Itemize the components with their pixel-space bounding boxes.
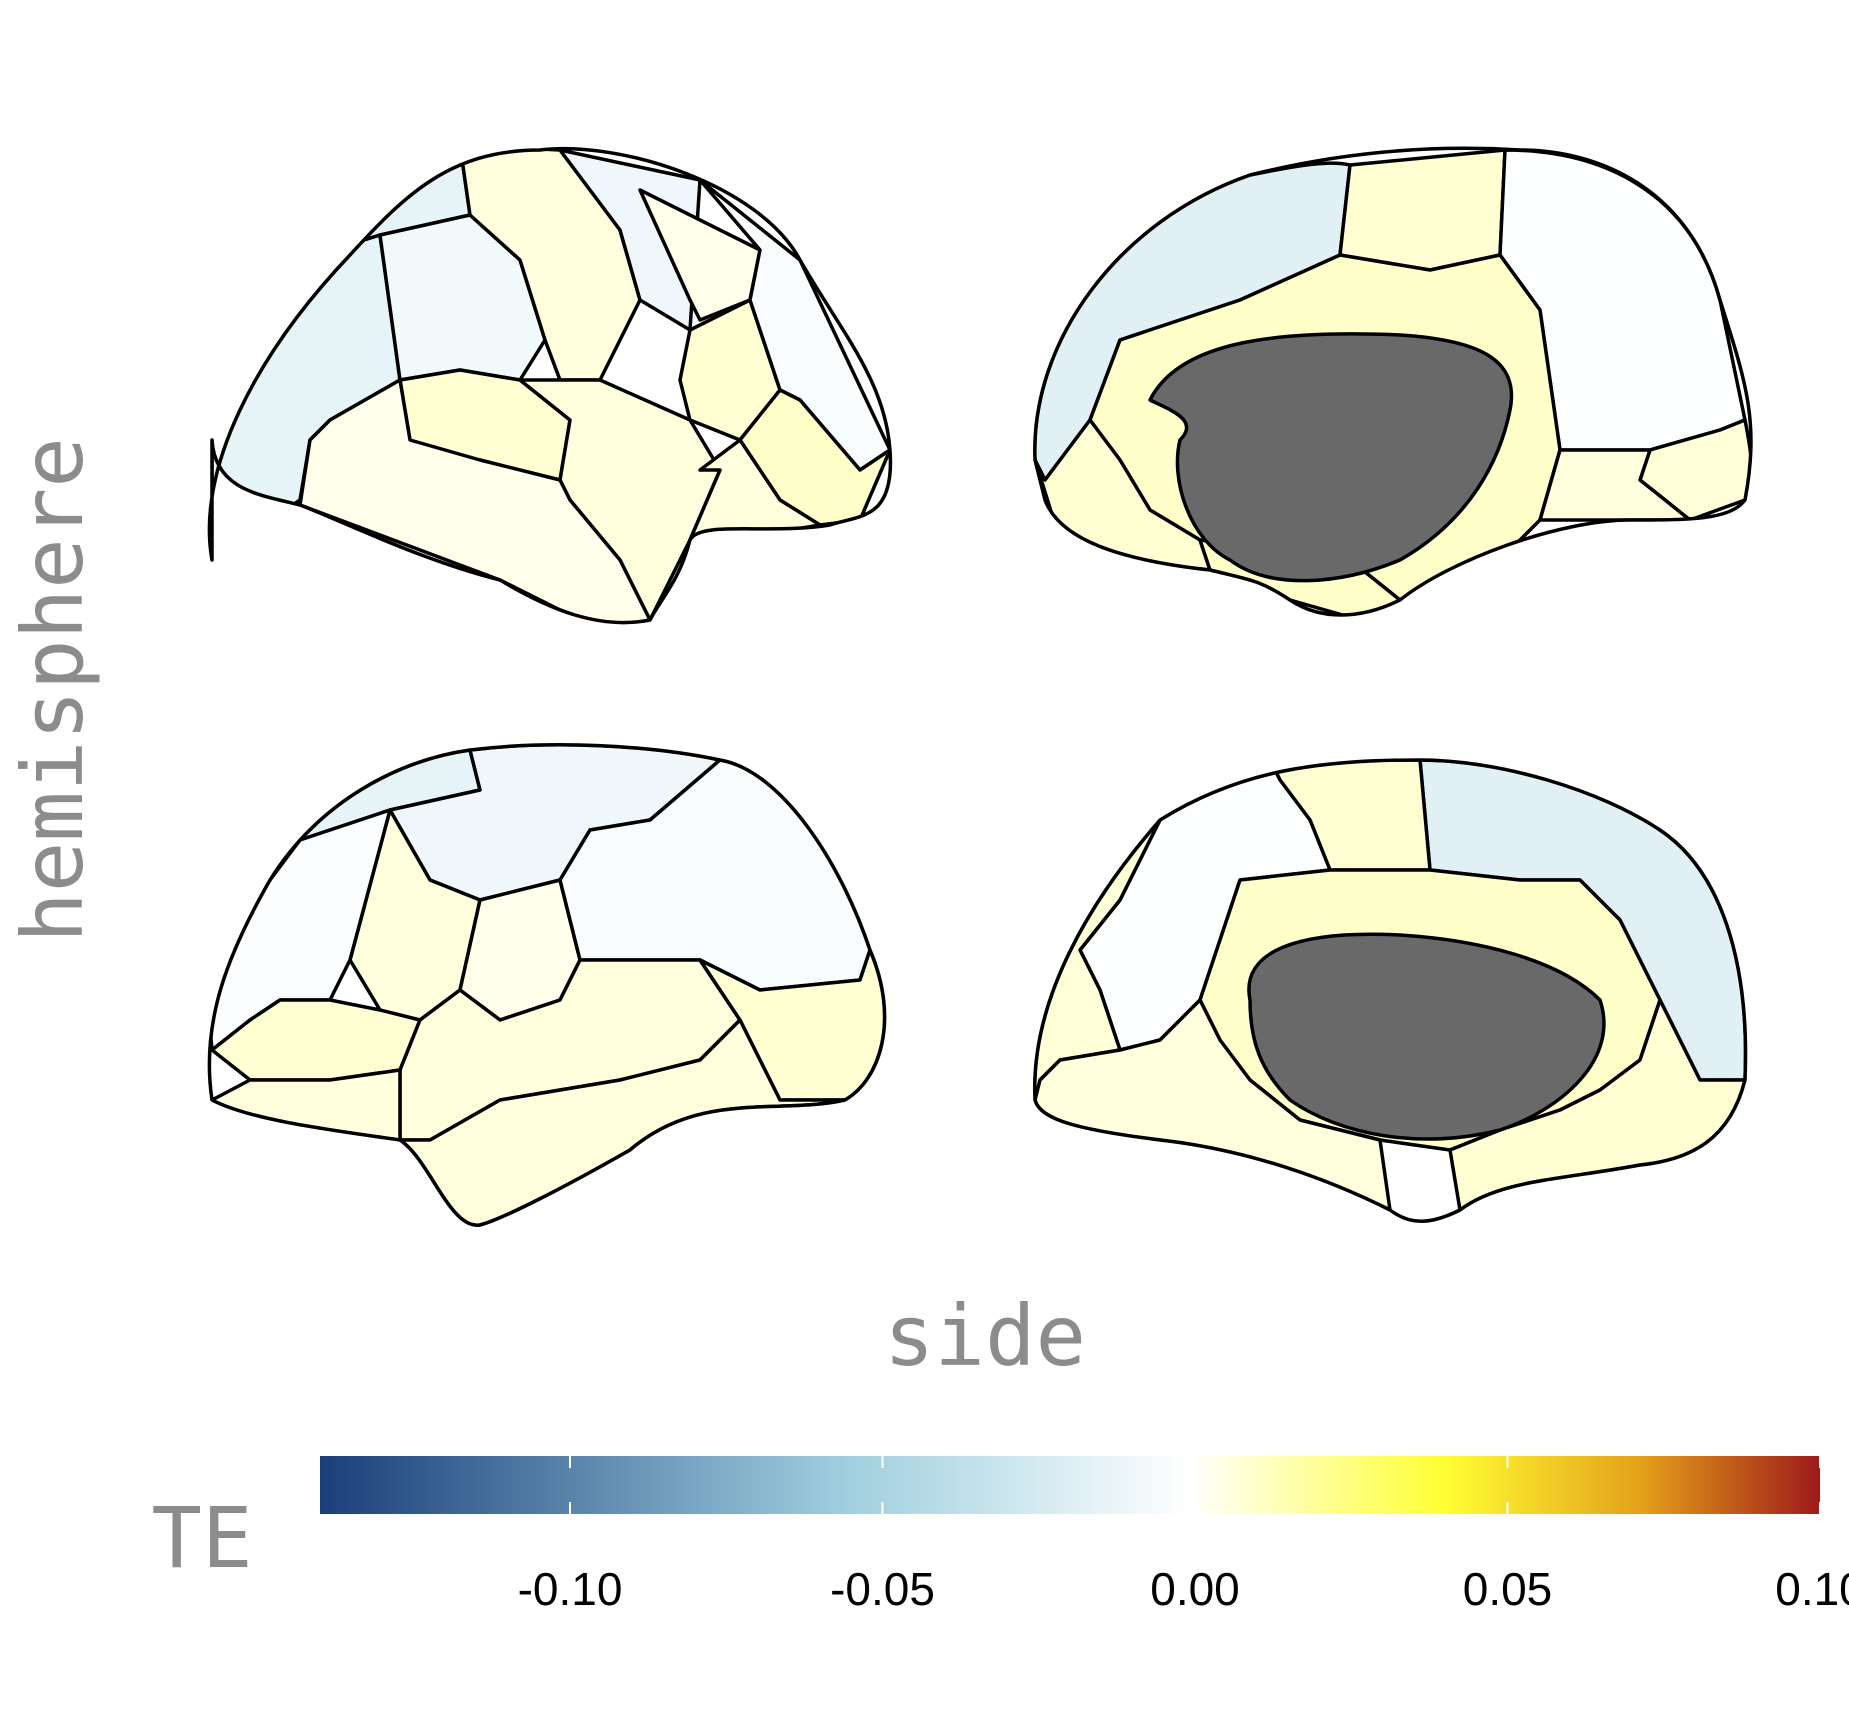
- colorbar-tick-label: 0.10: [1775, 1563, 1849, 1615]
- colorbar-tick-label: 0.00: [1150, 1563, 1240, 1615]
- region-postcentral: [558, 148, 702, 332]
- panel-right-lateral: [207, 743, 887, 1228]
- medial-wall: [1148, 332, 1514, 583]
- colorbar-tick-labels: -0.10 -0.05 0.00 0.05 0.10: [518, 1563, 1849, 1615]
- legend-title: TE: [151, 1489, 252, 1587]
- colorbar: -0.10 -0.05 0.00 0.05 0.10: [320, 1456, 1849, 1615]
- colorbar-scale: [320, 1456, 1820, 1514]
- panel-left-lateral: [207, 146, 893, 625]
- region-middle-temporal: [298, 378, 652, 623]
- medial-wall: [1247, 932, 1606, 1141]
- colorbar-tick-label: -0.05: [830, 1563, 935, 1615]
- region-superior-parietal: [638, 188, 762, 322]
- panel-left-medial: [1033, 146, 1753, 617]
- region-precentral: [458, 148, 642, 382]
- x-axis-title: side: [884, 1287, 1086, 1385]
- colorbar-ticks: [569, 1456, 1821, 1514]
- y-axis-title: hemisphere: [4, 437, 102, 943]
- panel-right-medial: [1032, 758, 1748, 1223]
- region-paracentral: [1338, 148, 1507, 272]
- colorbar-tick-label: -0.10: [518, 1563, 623, 1615]
- colorbar-tick-label: 0.05: [1463, 1563, 1553, 1615]
- region-cuneus: [1638, 418, 1751, 522]
